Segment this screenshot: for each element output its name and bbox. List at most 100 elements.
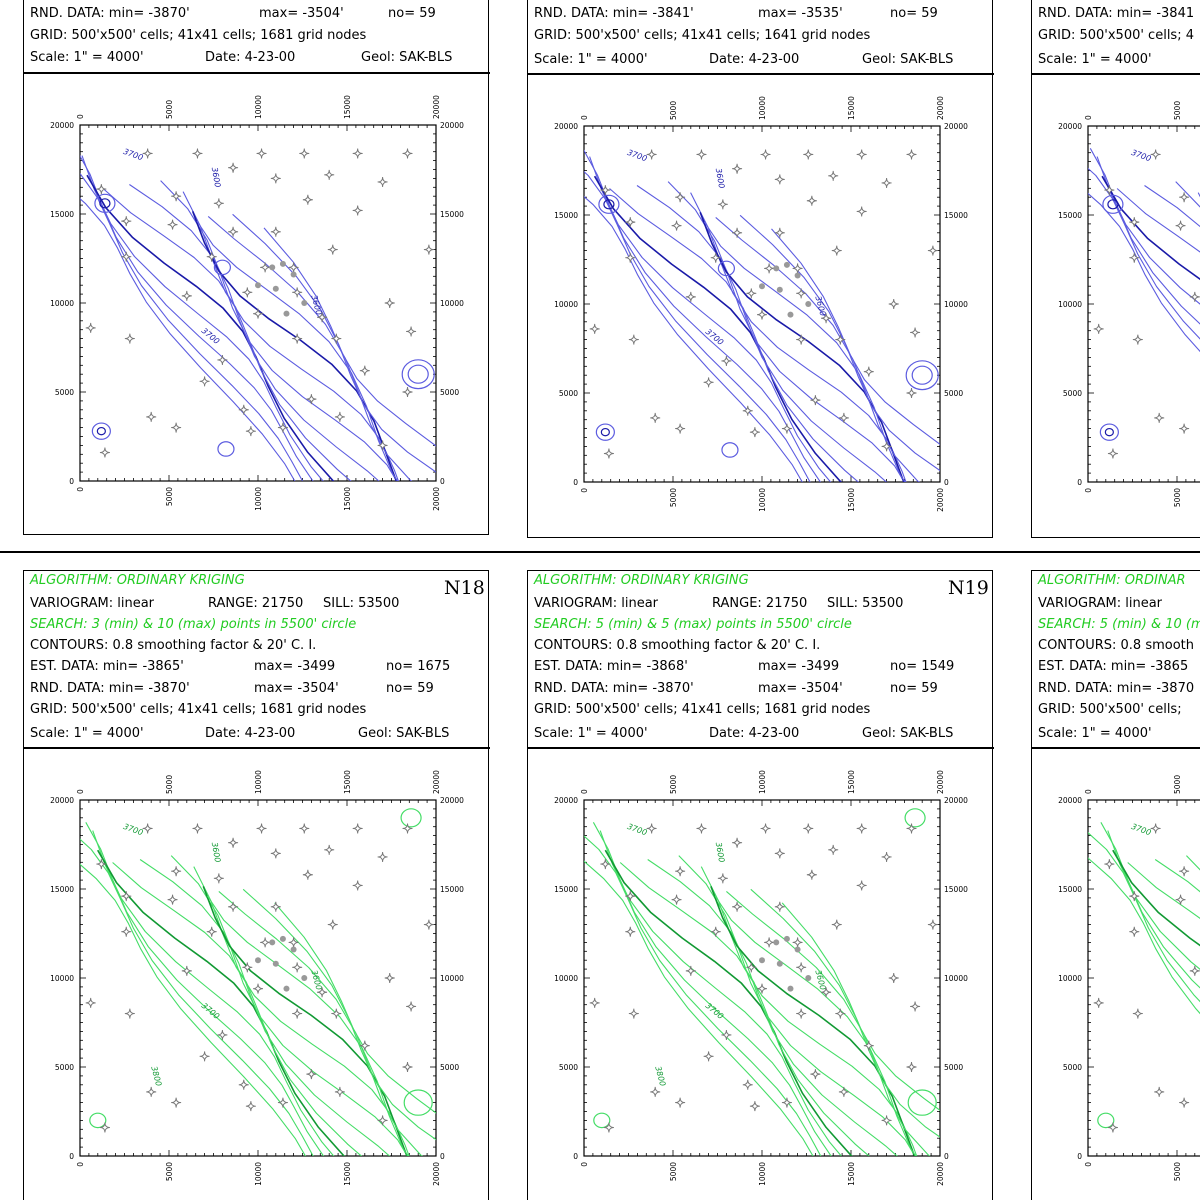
well-symbol (749, 427, 760, 438)
y-tick-label-right: 20000 (440, 796, 464, 805)
y-tick-label-left: 15000 (1058, 211, 1082, 220)
well-dot (759, 957, 765, 964)
well-symbol (756, 983, 768, 994)
well-symbol (292, 962, 303, 973)
contour-map: 0000500050005000500010000100001000010000… (1058, 101, 1200, 507)
well-symbol (1093, 323, 1104, 334)
well-symbol (406, 1001, 417, 1012)
range-label: RANGE: 21750 (712, 596, 808, 611)
well-symbol (675, 423, 686, 434)
contour-value-label: 3700 (1130, 822, 1152, 837)
contour-line (584, 170, 811, 482)
contour-line (191, 211, 398, 481)
well-symbol (142, 823, 153, 834)
well-symbol (910, 327, 921, 338)
closed-contour (213, 259, 231, 276)
x-tick-label-top: 5000 (165, 775, 174, 794)
well-symbol (181, 290, 192, 301)
well-symbol (384, 297, 395, 309)
x-tick-label-bottom: 5000 (669, 1162, 678, 1181)
grid-info: GRID: 500'x500' cells; 41x41 cells; 1681… (30, 702, 367, 717)
well-symbol (717, 873, 728, 884)
contour-line (1175, 181, 1200, 208)
contour-line (593, 175, 842, 482)
well-symbol (124, 333, 135, 344)
well-symbol (260, 937, 271, 948)
x-tick-label-bottom: 0 (76, 1162, 85, 1167)
contour-line (160, 180, 398, 481)
contour-line (85, 822, 325, 1156)
well-symbol (1104, 185, 1115, 196)
well-symbol (742, 1079, 753, 1090)
header-divider (528, 73, 994, 75)
contour-line (81, 155, 324, 481)
panel-id: N18 (444, 577, 485, 599)
well-symbol (1189, 291, 1200, 302)
x-tick-label-bottom: 5000 (1173, 1162, 1182, 1181)
x-tick-label-bottom: 15000 (847, 1162, 856, 1186)
well-symbol (760, 823, 771, 834)
header-divider (528, 747, 994, 749)
well-symbol (306, 1069, 317, 1080)
y-tick-label-left: 10000 (1058, 974, 1082, 983)
well-symbol (1154, 412, 1165, 423)
header-divider (24, 72, 490, 74)
well-symbol (299, 148, 310, 159)
well-symbol (384, 972, 395, 984)
grid-info: GRID: 500'x500' cells; 4 (1038, 28, 1194, 43)
contour-line (1096, 156, 1200, 305)
grid-info: GRID: 500'x500' cells; 41x41 cells; 1681… (30, 28, 367, 43)
closed-contour (1107, 199, 1119, 210)
y-tick-label-right: 10000 (944, 974, 968, 983)
well-symbol (838, 412, 849, 423)
well-symbol (213, 873, 224, 884)
well-symbol (821, 313, 832, 324)
x-tick-label-top: 0 (580, 789, 589, 794)
well-symbol (171, 191, 182, 202)
contour-value-label: 3700 (626, 148, 648, 163)
well-symbol (1104, 859, 1115, 870)
well-symbol (324, 844, 335, 855)
rnd-data-min: RND. DATA: min= -3870' (30, 6, 190, 21)
y-tick-label-left: 10000 (50, 299, 74, 308)
well-symbol (352, 880, 363, 891)
contour-value-label: 3800 (149, 1065, 163, 1087)
well-dot (776, 960, 783, 967)
well-symbol (881, 177, 892, 188)
contour-line (636, 185, 888, 482)
contour-value-label: 3700 (122, 822, 144, 837)
header-divider (1032, 73, 1200, 75)
well-symbol (764, 937, 775, 948)
well-dot (290, 271, 297, 278)
well-symbol (764, 263, 775, 274)
y-tick-label-left: 5000 (55, 1063, 74, 1072)
well-symbol (838, 1086, 849, 1097)
contour-line (80, 155, 314, 481)
well-symbol (1150, 149, 1161, 160)
contour-line (80, 863, 307, 1156)
well-symbol (781, 423, 792, 434)
well-symbol (199, 1051, 210, 1062)
y-tick-label-left: 5000 (559, 1063, 578, 1072)
x-tick-label-top: 0 (1084, 789, 1093, 794)
contour-line (202, 886, 408, 1156)
rnd-data-max: max= -3535' (758, 6, 843, 21)
well-symbol (856, 206, 867, 217)
x-tick-label-bottom: 20000 (432, 1162, 441, 1186)
well-symbol (302, 194, 313, 205)
well-symbol (803, 149, 814, 160)
well-symbol (270, 848, 281, 859)
y-tick-label-left: 5000 (1063, 1063, 1082, 1072)
rnd-data-max: max= -3504' (758, 681, 843, 696)
contour-line (139, 859, 391, 1156)
well-symbol (796, 1008, 807, 1019)
well-symbol (821, 987, 832, 998)
well-symbol (317, 987, 328, 998)
well-symbol (331, 1008, 342, 1019)
y-tick-label-right: 0 (440, 477, 445, 486)
contours-label: CONTOURS: 0.8 smoothing factor & 20' C. … (30, 638, 317, 653)
x-tick-label-bottom: 10000 (254, 1162, 263, 1186)
closed-contour (593, 1112, 611, 1129)
well-symbol (327, 919, 338, 930)
